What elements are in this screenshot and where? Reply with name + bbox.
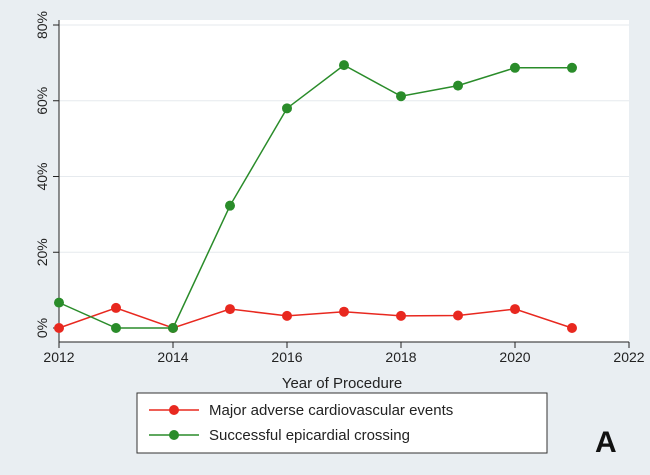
data-point [168, 323, 178, 333]
series-2 [54, 60, 577, 333]
data-point [453, 80, 463, 91]
panel-label: A [595, 426, 617, 459]
x-axis-title: Year of Procedure [282, 375, 402, 392]
legend-item: Major adverse cardiovascular events [149, 402, 453, 419]
legend-label: Successful epicardial crossing [209, 427, 410, 444]
x-tick-label: 2016 [271, 349, 302, 365]
data-point [396, 310, 406, 321]
x-tick-label: 2022 [613, 349, 644, 365]
data-point [453, 310, 463, 321]
y-tick-label: 20% [34, 238, 50, 266]
data-point [282, 103, 292, 114]
legend-item: Successful epicardial crossing [149, 427, 410, 444]
data-point [567, 323, 577, 333]
legend: Major adverse cardiovascular events Succe… [136, 392, 548, 454]
data-point [54, 297, 64, 308]
data-point [339, 60, 349, 71]
data-point [111, 323, 121, 333]
data-point [339, 306, 349, 317]
x-tick-label: 2018 [385, 349, 416, 365]
legend-swatch-marker [169, 405, 179, 415]
legend-label: Major adverse cardiovascular events [209, 402, 453, 419]
y-tick-label: 60% [34, 87, 50, 115]
plot-area [59, 20, 629, 342]
y-tick-label: 0% [34, 318, 50, 338]
data-point [111, 302, 121, 313]
data-point [567, 62, 577, 73]
series-line [58, 307, 573, 329]
data-point [510, 62, 520, 73]
legend-box [136, 392, 548, 454]
data-point [282, 310, 292, 321]
x-tick-label: 2020 [499, 349, 530, 365]
data-point [225, 304, 235, 315]
series-layer [54, 60, 577, 333]
axes: 0% 20% 40% 60% 80% 2012 2014 2016 2018 2020 2022 [34, 11, 645, 365]
x-tick-label: 2014 [157, 349, 188, 365]
series-line [58, 64, 572, 329]
data-point [54, 323, 64, 333]
gridlines [59, 24, 629, 253]
x-tick-label: 2012 [43, 349, 74, 365]
data-point [510, 304, 520, 315]
y-tick-label: 40% [34, 162, 50, 190]
legend-swatch-marker [169, 430, 179, 440]
data-point [396, 91, 406, 102]
data-point [225, 200, 235, 211]
y-tick-label: 80% [34, 11, 50, 39]
